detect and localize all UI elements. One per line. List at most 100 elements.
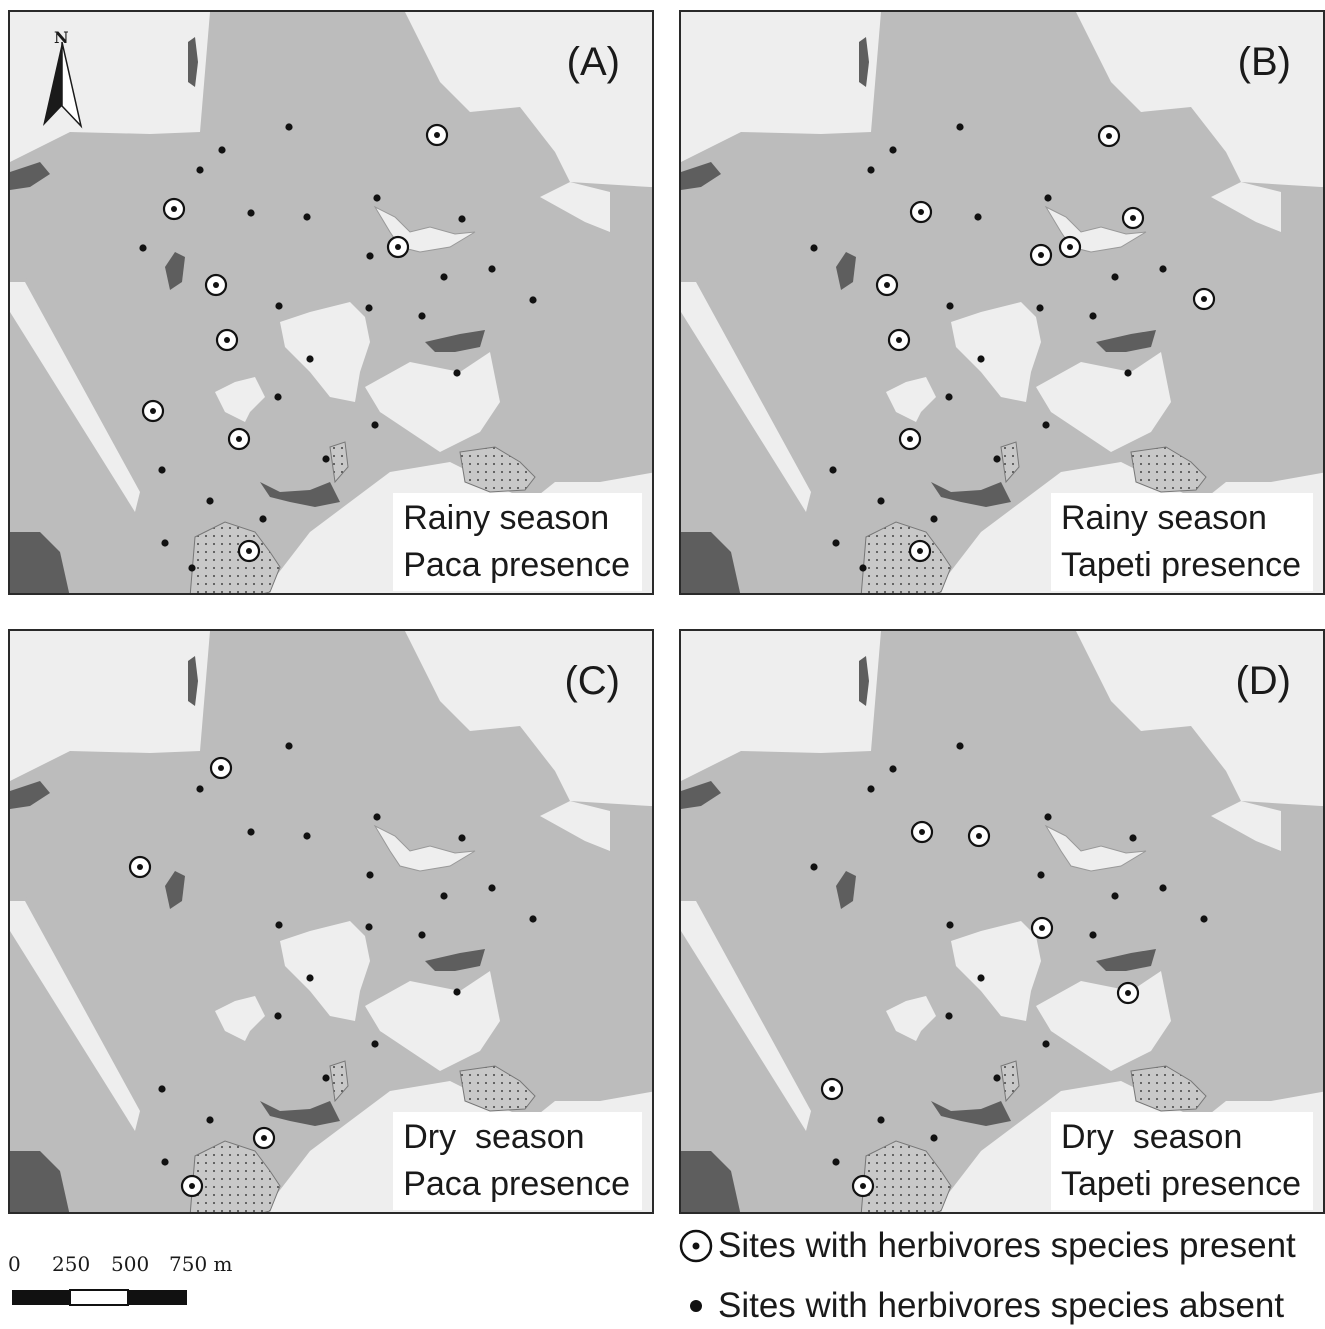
water-body (165, 252, 185, 290)
urban-zone (1130, 1065, 1207, 1112)
absent-site-marker (196, 785, 204, 793)
absent-site-marker (418, 931, 426, 939)
absent-site-marker (1159, 884, 1167, 892)
urban-zone (459, 1065, 536, 1112)
present-site-marker (141, 399, 165, 423)
present-site-marker (1116, 981, 1140, 1005)
absent-site-marker (161, 539, 169, 547)
present-site-marker (820, 1077, 844, 1101)
open-area (1241, 631, 1323, 781)
urban-zone (459, 446, 536, 493)
absent-site-marker (139, 244, 147, 252)
absent-site-marker (418, 312, 426, 320)
present-site-marker (1121, 206, 1145, 230)
open-strip (10, 901, 140, 1131)
absent-site-marker (930, 1134, 938, 1142)
panel-letter: (B) (1237, 40, 1291, 84)
water-body (188, 37, 198, 87)
caption-season: Dry season (1060, 1118, 1243, 1156)
caption-species: Tapeti presence (1060, 546, 1301, 584)
clearing (280, 302, 370, 402)
absent-site-marker (453, 369, 461, 377)
filled-dot-icon (690, 1300, 702, 1312)
clearing (280, 921, 370, 1021)
absent-site-marker (946, 302, 954, 310)
absent-site-marker (1042, 1040, 1050, 1048)
absent-site-marker (956, 742, 964, 750)
absent-site-marker (306, 974, 314, 982)
absent-site-marker (366, 871, 374, 879)
absent-site-marker (930, 515, 938, 523)
water-body (859, 37, 869, 87)
urban-zone (1130, 446, 1207, 493)
absent-site-marker (458, 834, 466, 842)
absent-site-marker (373, 813, 381, 821)
clearing (1044, 824, 1147, 872)
water-body (10, 1151, 70, 1212)
present-site-marker (227, 427, 251, 451)
absent-site-marker (956, 123, 964, 131)
present-site-marker (851, 1174, 875, 1198)
open-strip (681, 901, 811, 1131)
absent-site-marker (859, 564, 867, 572)
present-site-marker (1029, 243, 1053, 267)
urban-zone (329, 441, 349, 484)
water-body (681, 162, 721, 190)
absent-site-marker (247, 828, 255, 836)
absent-site-marker (867, 166, 875, 174)
absent-site-marker (206, 497, 214, 505)
urban-zone (1000, 1060, 1020, 1103)
absent-site-marker (453, 988, 461, 996)
absent-site-marker (458, 215, 466, 223)
absent-site-marker (371, 421, 379, 429)
absent-site-marker (1037, 871, 1045, 879)
absent-site-marker (440, 892, 448, 900)
caption-species: Paca presence (403, 546, 630, 584)
panel-caption: Rainy season Paca presence (393, 493, 642, 591)
clearing (951, 921, 1041, 1021)
present-site-marker (898, 427, 922, 451)
absent-site-marker (373, 194, 381, 202)
clearing (886, 377, 936, 422)
water-body (836, 871, 856, 909)
absent-site-marker (1111, 892, 1119, 900)
absent-site-marker (322, 1074, 330, 1082)
water-body (681, 781, 721, 809)
absent-site-marker (158, 1085, 166, 1093)
absent-site-marker (889, 765, 897, 773)
water-body (836, 252, 856, 290)
legend-label-present: Sites with herbivores species present (718, 1226, 1296, 1265)
absent-site-marker (1042, 421, 1050, 429)
absent-site-marker (1200, 915, 1208, 923)
absent-site-marker (196, 166, 204, 174)
scale-bar (12, 1289, 187, 1306)
absent-site-marker (188, 564, 196, 572)
present-site-marker (1058, 235, 1082, 259)
scale-label: 500 (111, 1252, 150, 1276)
water-body (425, 330, 485, 352)
map-canvas (10, 12, 652, 593)
urban-zone (189, 521, 281, 593)
present-site-marker (910, 820, 934, 844)
water-body (10, 532, 70, 593)
absent-site-marker (1044, 813, 1052, 821)
panel-caption: Rainy season Tapeti presence (1050, 493, 1313, 591)
water-body (1096, 949, 1156, 971)
water-body (681, 1151, 741, 1212)
open-strip (681, 282, 811, 512)
water-body (1096, 330, 1156, 352)
open-strip (10, 282, 140, 512)
present-site-marker (1192, 287, 1216, 311)
present-site-marker (237, 539, 261, 563)
panel-letter: (C) (564, 659, 620, 703)
caption-season: Dry season (403, 1118, 585, 1156)
present-site-marker (215, 328, 239, 352)
absent-site-marker (867, 785, 875, 793)
absent-site-marker (285, 742, 293, 750)
present-site-marker (204, 273, 228, 297)
clearing (951, 302, 1041, 402)
map-panel-c: (C) Dry season Paca presence (8, 629, 654, 1214)
absent-site-marker (993, 455, 1001, 463)
absent-site-marker (371, 1040, 379, 1048)
absent-site-marker (1089, 931, 1097, 939)
